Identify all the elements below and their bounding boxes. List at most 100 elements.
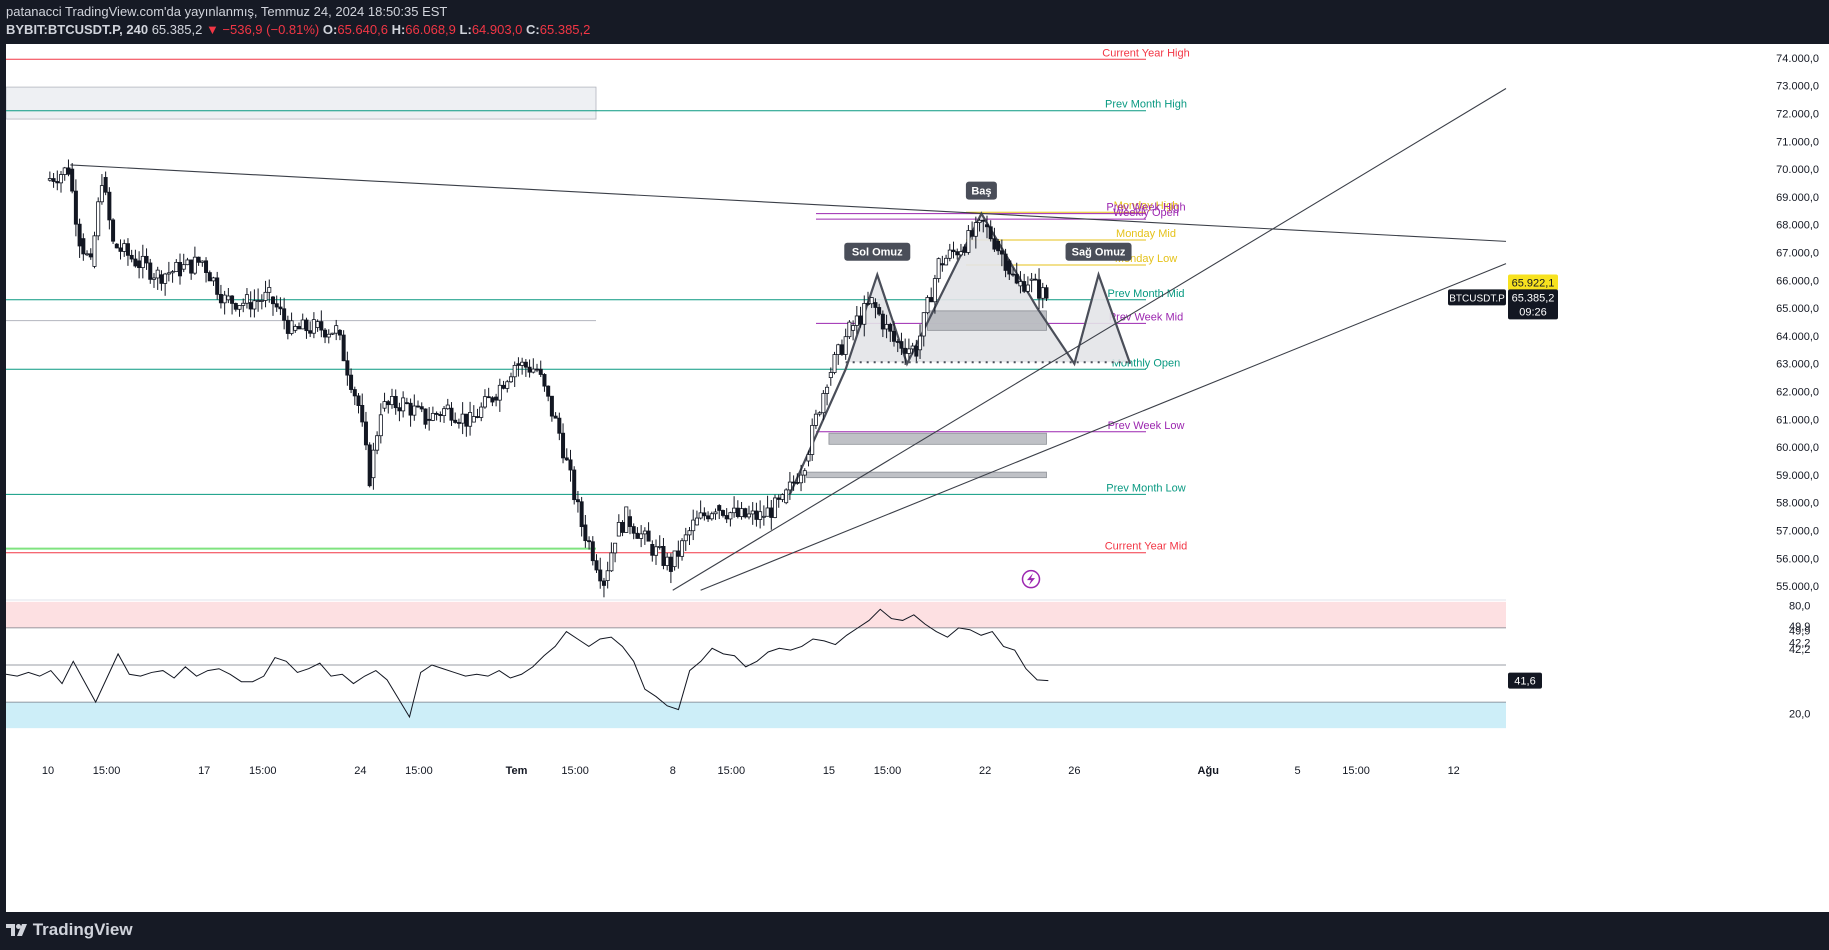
time-tick-label: 15:00 xyxy=(93,765,121,777)
candle xyxy=(598,557,603,589)
chart-canvas[interactable]: Current Year High Prev Month High Monday H… xyxy=(6,44,1829,912)
candle-body xyxy=(293,326,298,331)
candle-body xyxy=(579,501,584,528)
candle xyxy=(869,297,874,309)
tradingview-logo[interactable]: TradingView xyxy=(6,920,133,940)
candle-body xyxy=(151,277,156,280)
candle xyxy=(605,561,610,589)
candle-body xyxy=(1040,287,1045,299)
candle-body xyxy=(817,412,822,415)
candle-body xyxy=(311,319,316,334)
candle xyxy=(735,500,740,519)
candle xyxy=(393,389,398,415)
candle-body xyxy=(412,405,417,416)
candle-body xyxy=(166,272,171,275)
pattern-label-badge xyxy=(1065,242,1132,261)
candle xyxy=(47,171,52,182)
candle xyxy=(535,363,540,373)
candle xyxy=(773,494,778,519)
symbol-interval[interactable]: BYBIT:BTCUSDT.P, 240 xyxy=(6,22,149,37)
candle-body xyxy=(892,330,897,342)
candle-body xyxy=(765,507,770,517)
candle xyxy=(256,288,261,312)
candle-body xyxy=(189,259,194,274)
candle xyxy=(1022,273,1027,294)
candle xyxy=(888,322,893,342)
lightning-icon[interactable] xyxy=(1021,569,1041,589)
candle-body xyxy=(590,541,595,562)
candle xyxy=(278,297,283,316)
candle xyxy=(293,324,298,333)
candle-body xyxy=(159,274,164,284)
yellow-price-badge xyxy=(1508,274,1558,291)
candle-body xyxy=(944,257,949,266)
candle-body xyxy=(806,454,811,462)
candle-body xyxy=(505,381,510,389)
candle-body xyxy=(375,435,380,451)
candle-body xyxy=(914,345,919,357)
candle-body xyxy=(1018,281,1023,287)
candle xyxy=(944,254,949,266)
time-tick-label: 15 xyxy=(823,765,835,777)
candle xyxy=(616,514,621,537)
candle xyxy=(676,540,681,569)
candle xyxy=(259,294,264,310)
candle xyxy=(776,494,781,508)
time-tick-label: Ağu xyxy=(1198,765,1219,777)
candle-body xyxy=(743,508,748,518)
price-tick-label: 58.000,0 xyxy=(1776,498,1819,510)
candle-body xyxy=(587,540,592,543)
candle xyxy=(386,399,391,414)
high-label: H: xyxy=(391,22,406,37)
candle xyxy=(464,413,469,437)
candle-body xyxy=(144,255,149,264)
candle-body xyxy=(542,374,547,387)
candle xyxy=(851,320,856,341)
candle xyxy=(657,535,662,550)
time-tick-label: 5 xyxy=(1294,765,1300,777)
candle-body xyxy=(434,412,439,415)
candle xyxy=(624,506,629,533)
candle xyxy=(873,298,878,319)
symbol-tag-badge[interactable] xyxy=(1448,289,1506,306)
candle xyxy=(159,270,164,291)
candle-body xyxy=(836,344,841,355)
candle-body xyxy=(88,253,93,258)
candle-body xyxy=(683,534,688,542)
candle xyxy=(181,253,186,273)
candle xyxy=(423,408,428,429)
candle-body xyxy=(951,249,956,253)
lightning-icon-bolt xyxy=(1027,573,1035,586)
price-tick-label: 65.000,0 xyxy=(1776,303,1819,315)
candle-body xyxy=(419,406,424,410)
candle xyxy=(984,215,989,239)
candle-body xyxy=(256,300,261,302)
candle xyxy=(308,321,313,338)
candle-body xyxy=(490,397,495,403)
candle-body xyxy=(962,246,967,253)
candle-body xyxy=(297,326,302,330)
candle xyxy=(784,488,789,505)
candle xyxy=(940,255,945,272)
candle xyxy=(583,514,588,548)
candle xyxy=(482,389,487,409)
candle xyxy=(371,442,376,490)
price-tick-label: 68.000,0 xyxy=(1776,220,1819,232)
candle xyxy=(1014,262,1019,285)
candle-body xyxy=(706,515,711,520)
candle xyxy=(494,393,499,407)
candle-body xyxy=(858,315,863,325)
candle-body xyxy=(918,335,923,351)
candle xyxy=(765,495,770,517)
candle-body xyxy=(129,254,134,260)
candle xyxy=(508,372,513,384)
ascending-trendline xyxy=(672,88,1507,591)
candle xyxy=(118,239,123,260)
candle-body xyxy=(720,510,725,516)
candle-body xyxy=(241,302,246,306)
candle-body xyxy=(237,305,242,310)
candle-body xyxy=(735,507,740,517)
candle xyxy=(166,261,171,282)
candle-body xyxy=(784,489,789,504)
candle xyxy=(367,442,372,488)
